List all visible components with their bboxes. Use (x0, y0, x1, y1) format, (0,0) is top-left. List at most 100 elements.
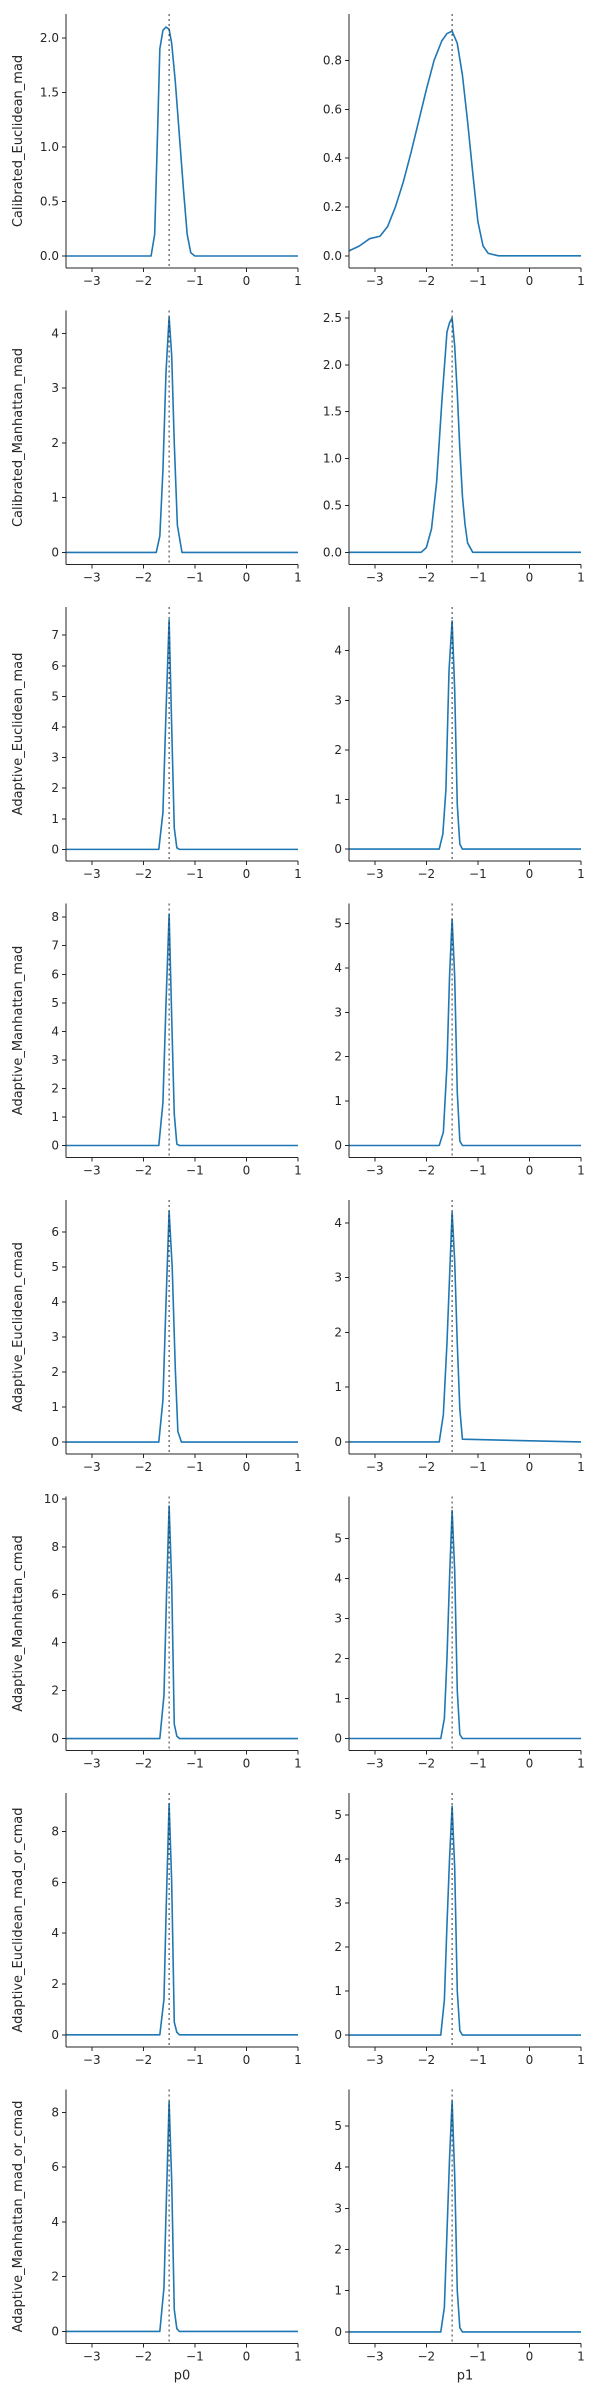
x-tick-label: −1 (186, 571, 204, 585)
y-tick-label: 7 (51, 628, 59, 642)
y-tick-label: 1 (51, 812, 59, 826)
x-tick-label: 0 (526, 571, 534, 585)
y-tick-label: 4 (51, 720, 59, 734)
x-tick-label: −1 (469, 274, 487, 288)
density-curve (66, 26, 298, 257)
x-tick-label: 0 (243, 571, 251, 585)
y-tick-label: 0.6 (323, 102, 342, 116)
x-tick-label: −3 (366, 571, 384, 585)
y-tick-label: 0 (51, 2324, 59, 2338)
y-tick-label: 2 (51, 1081, 59, 1095)
x-tick-label: −1 (469, 1757, 487, 1771)
y-tick-label: 1 (334, 1984, 342, 1998)
y-tick-label: 0 (334, 2325, 342, 2339)
y-tick-label: 2 (51, 1365, 59, 1379)
y-tick-label: 3 (334, 2201, 342, 2215)
y-tick-label: 0.0 (323, 249, 342, 263)
y-tick-label: 0.8 (323, 53, 342, 67)
y-tick-label: 1.5 (323, 405, 342, 419)
x-tick-label: 1 (294, 1757, 302, 1771)
y-tick-label: 1 (51, 1110, 59, 1124)
y-tick-label: 5 (334, 2119, 342, 2133)
x-tick-label: −1 (469, 867, 487, 881)
column-xlabel: p1 (457, 2369, 474, 2384)
y-tick-label: 6 (51, 967, 59, 981)
x-tick-label: 1 (294, 2053, 302, 2067)
y-tick-label: 1 (334, 2284, 342, 2298)
x-tick-label: −1 (186, 274, 204, 288)
y-tick-label: 8 (51, 1825, 59, 1839)
y-tick-label: 0 (51, 1732, 59, 1746)
y-tick-label: 1 (51, 1400, 59, 1414)
y-tick-label: 0.4 (323, 151, 342, 165)
y-tick-label: 1 (51, 491, 59, 505)
y-tick-label: 0 (51, 842, 59, 856)
x-tick-label: 1 (577, 2053, 585, 2067)
x-tick-label: −3 (366, 1164, 384, 1178)
y-tick-label: 0 (51, 1139, 59, 1153)
x-tick-label: 0 (526, 2350, 534, 2364)
panel-r1-c1: −3 −2 −1 0 1 0.0 0.5 1.0 1.5 2.0 2.5 (323, 310, 585, 585)
y-tick-label: 3 (51, 1053, 59, 1067)
x-tick-label: 1 (294, 1164, 302, 1178)
x-tick-label: −1 (186, 2053, 204, 2067)
density-curve (66, 913, 298, 1147)
x-tick-label: 1 (294, 274, 302, 288)
y-tick-label: 5 (334, 1532, 342, 1546)
x-tick-label: −1 (469, 2350, 487, 2364)
density-curve (349, 1211, 582, 1443)
density-curve (66, 2100, 298, 2333)
density-curve (349, 2100, 581, 2333)
y-tick-label: 4 (51, 326, 59, 340)
x-tick-label: 0 (526, 2053, 534, 2067)
y-tick-label: 8 (51, 2105, 59, 2119)
density-curve (66, 1802, 298, 2036)
row-ylabel: Adaptive_Manhattan_cmad (11, 1535, 26, 1712)
y-tick-label: 2.0 (323, 358, 342, 372)
x-tick-label: 0 (526, 1164, 534, 1178)
y-tick-label: 0 (51, 545, 59, 559)
x-tick-label: −3 (83, 274, 101, 288)
y-tick-label: 1.0 (40, 140, 59, 154)
y-tick-label: 2 (334, 1940, 342, 1954)
x-tick-label: −2 (134, 571, 152, 585)
y-tick-label: 1 (334, 1094, 342, 1108)
x-tick-label: 1 (577, 571, 585, 585)
panel-r4-c0: −3 −2 −1 0 1 0 1 2 3 4 5 6 Adaptive_Euclidean_cmad (11, 1200, 302, 1474)
y-tick-label: 4 (334, 1216, 342, 1230)
x-tick-label: 1 (577, 1164, 585, 1178)
density-curve (66, 1505, 298, 1740)
y-tick-label: 8 (51, 1540, 59, 1554)
y-tick-label: 4 (51, 2215, 59, 2229)
x-tick-label: −2 (417, 274, 435, 288)
x-tick-label: 0 (526, 867, 534, 881)
y-tick-label: 4 (334, 2160, 342, 2174)
density-curve (349, 1805, 581, 2036)
y-tick-label: 0.2 (323, 200, 342, 214)
y-tick-label: 5 (334, 1808, 342, 1822)
row-ylabel: Adaptive_Euclidean_cmad (11, 1242, 26, 1412)
x-tick-label: −3 (366, 867, 384, 881)
x-tick-label: 0 (243, 1460, 251, 1474)
y-tick-label: 2 (334, 1652, 342, 1666)
y-tick-label: 3 (51, 1330, 59, 1344)
x-tick-label: −3 (366, 274, 384, 288)
density-curve (66, 316, 298, 554)
x-tick-label: −2 (417, 1757, 435, 1771)
x-tick-label: −3 (83, 1757, 101, 1771)
x-tick-label: −1 (469, 1460, 487, 1474)
x-tick-label: −3 (366, 1757, 384, 1771)
row-ylabel: Adaptive_Manhattan_mad_or_cmad (11, 2101, 26, 2333)
y-tick-label: 2 (334, 1325, 342, 1339)
y-tick-label: 4 (334, 1852, 342, 1866)
x-tick-label: −2 (417, 867, 435, 881)
x-tick-label: −2 (134, 2350, 152, 2364)
density-curve (349, 918, 581, 1147)
x-tick-label: 1 (294, 1460, 302, 1474)
x-tick-label: 0 (243, 2053, 251, 2067)
y-tick-label: 0.5 (40, 195, 59, 209)
x-tick-label: −3 (83, 1164, 101, 1178)
density-curve (66, 1210, 298, 1443)
